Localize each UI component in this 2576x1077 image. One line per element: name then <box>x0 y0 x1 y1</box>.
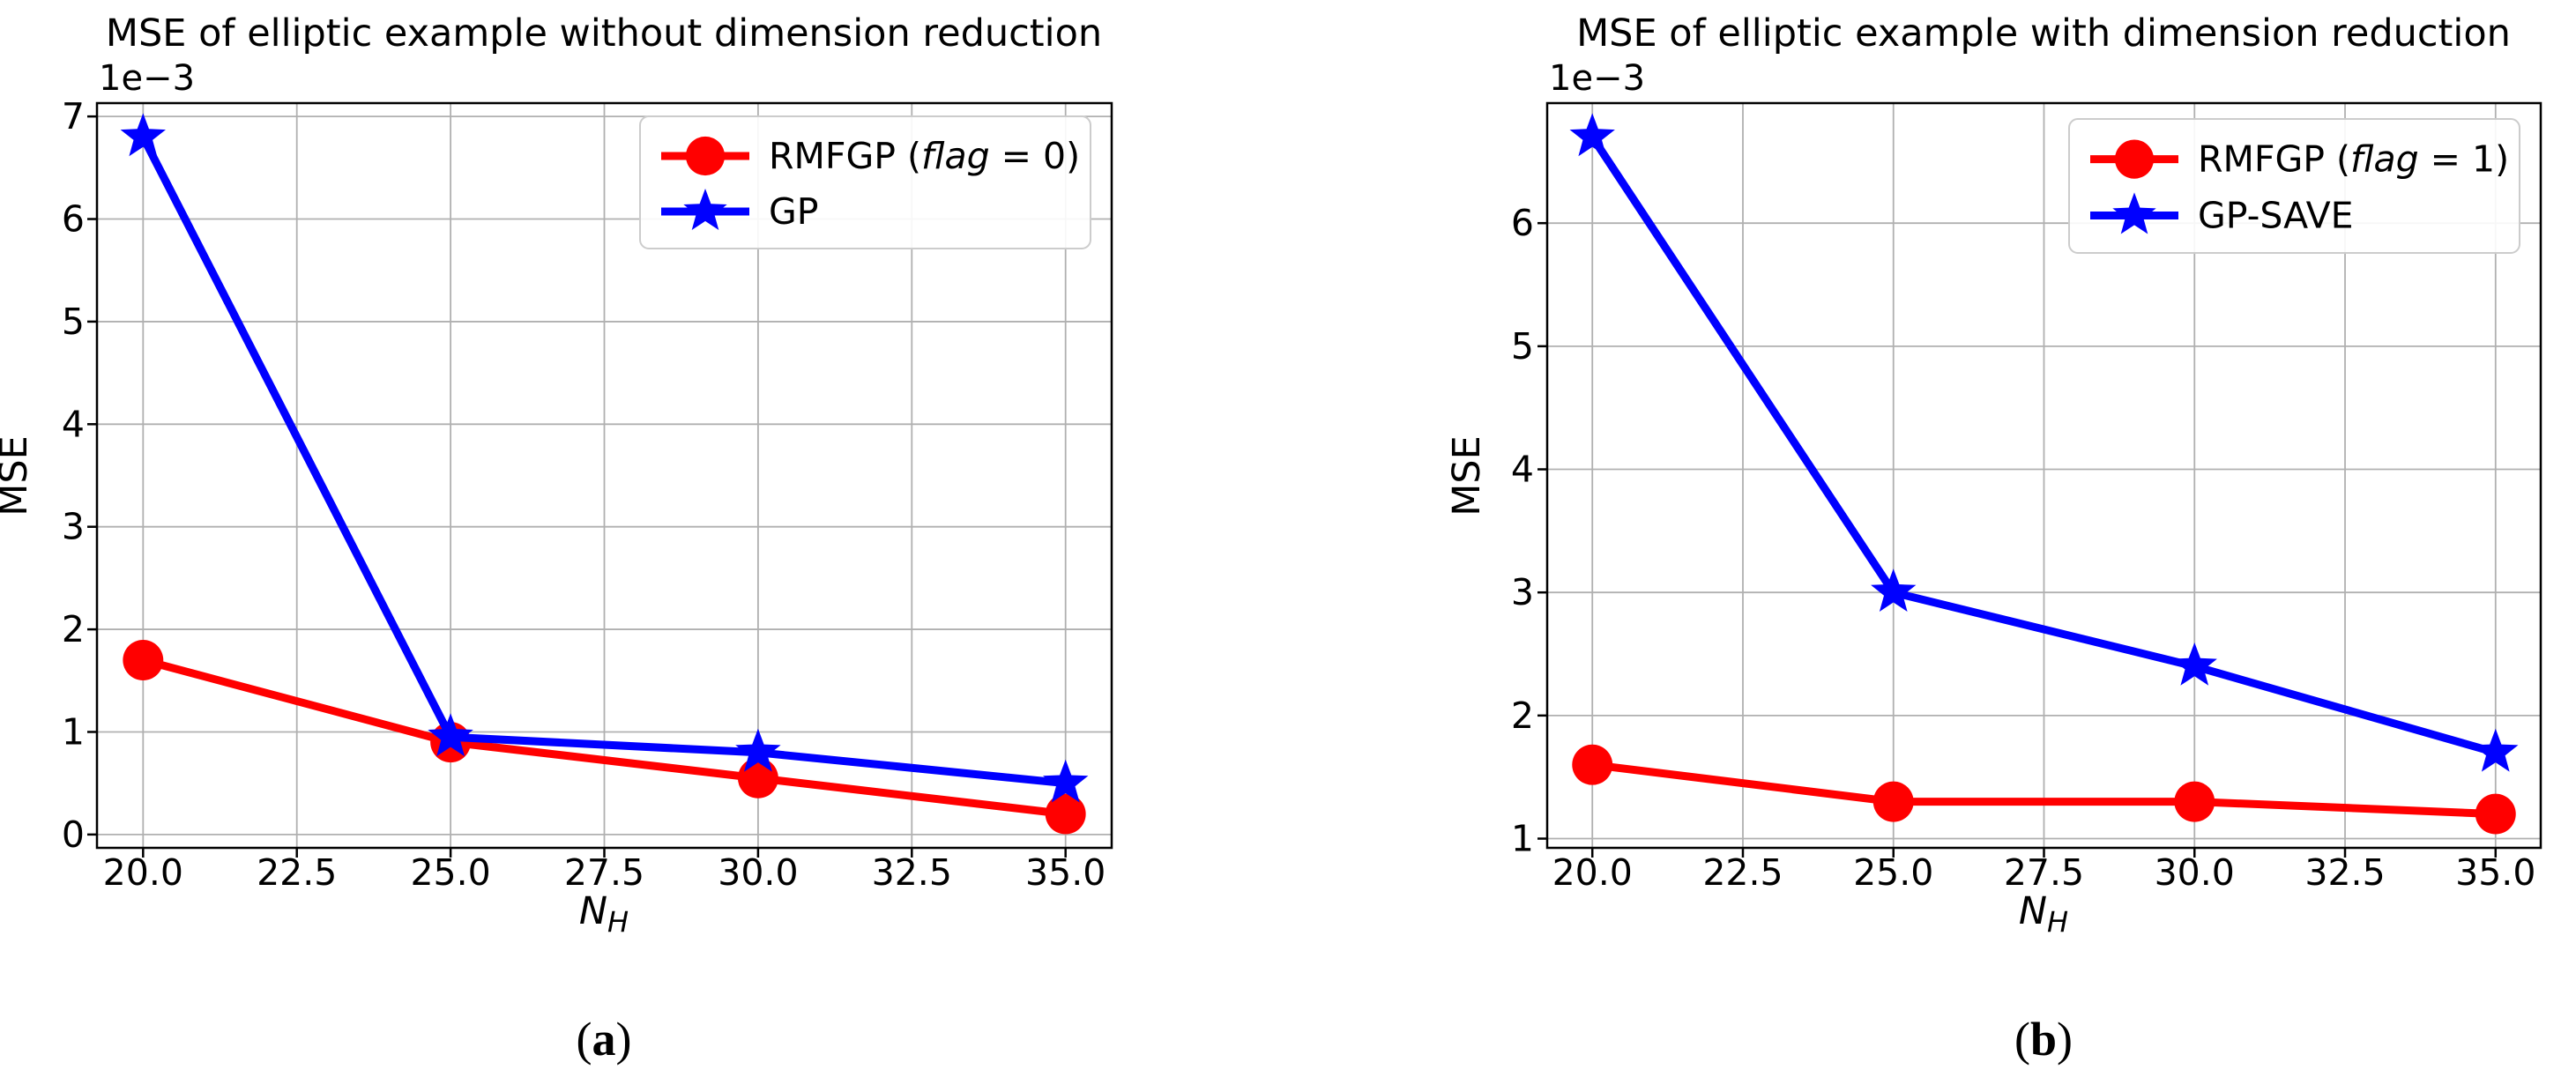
x-tick-label: 20.0 <box>1552 851 1633 894</box>
legend-sample-marker <box>2112 192 2156 234</box>
data-point-marker <box>120 113 166 157</box>
y-tick-label: 3 <box>62 506 85 548</box>
chart-title: MSE of elliptic example with dimension r… <box>1576 11 2511 56</box>
data-point-marker <box>2475 793 2516 835</box>
x-tick-label: 35.0 <box>1025 851 1106 894</box>
data-point-marker <box>428 713 473 757</box>
data-point-marker <box>1572 744 1613 785</box>
data-point-marker <box>1872 781 1914 822</box>
chart-title: MSE of elliptic example without dimensio… <box>106 11 1102 56</box>
series-line-gp <box>138 132 1070 788</box>
caption-paren-open: ( <box>2014 1013 2030 1066</box>
y-tick-label: 2 <box>1511 694 1534 737</box>
data-point-marker <box>123 640 164 680</box>
caption-paren-close: ) <box>615 1013 632 1066</box>
caption-paren-open: ( <box>576 1013 592 1066</box>
caption-paren-close: ) <box>2057 1013 2073 1066</box>
y-tick-label: 5 <box>1511 325 1534 368</box>
legend-sample-marker <box>683 189 727 230</box>
x-tick-label: 30.0 <box>718 851 798 894</box>
data-point-marker <box>1045 793 1086 835</box>
axes-spines <box>95 101 1113 850</box>
x-tick-label: 25.0 <box>410 851 490 894</box>
caption-letter: a <box>592 1013 616 1066</box>
x-axis-label: NH <box>2019 889 2068 939</box>
legend-label: RMFGP (flag = 0) <box>769 135 1080 177</box>
x-tick-label: 35.0 <box>2455 851 2535 894</box>
data-point-marker <box>735 728 781 772</box>
series-line-rmfgp-flag-0- <box>138 656 1070 819</box>
y-tick-label: 7 <box>62 95 85 137</box>
legend-label: RMFGP (flag = 1) <box>2198 138 2509 181</box>
y-axis-label: MSE <box>1445 435 1489 516</box>
subfigure-caption-b: (b) <box>2014 1012 2073 1066</box>
y-tick-label: 4 <box>62 403 85 445</box>
x-tick-label: 27.5 <box>564 851 644 894</box>
legend-label: GP-SAVE <box>2198 194 2354 236</box>
x-axis-label: NH <box>579 889 629 939</box>
y-tick-label: 6 <box>62 198 85 241</box>
x-tick-label: 30.0 <box>2155 851 2235 894</box>
subfigure-caption-a: (a) <box>577 1012 632 1066</box>
data-point-marker <box>737 757 778 798</box>
legend-sample-marker <box>685 136 726 176</box>
legend-sample-marker <box>2114 139 2155 179</box>
x-tick-label: 22.5 <box>1702 851 1783 894</box>
x-tick-label: 32.5 <box>2304 851 2385 894</box>
chart-a: 20.0 22.5 25.0 27.5 30.0 32.5 35.0 0 1 2 3 4 5 6 7 MSE … <box>0 11 1113 939</box>
y-tick-label: 6 <box>1511 202 1534 244</box>
data-point-marker <box>1569 113 1615 157</box>
legend: RMFGP (flag = 1) GP-SAVE <box>2068 118 2520 254</box>
y-tick-label: 5 <box>62 301 85 343</box>
x-tick-label: 32.5 <box>872 851 952 894</box>
legend-box <box>639 115 1091 249</box>
data-point-marker <box>2174 781 2215 822</box>
data-point-marker <box>1043 759 1089 803</box>
y-tick-label: 3 <box>1511 571 1534 613</box>
series-line-rmfgp-flag-1- <box>1588 761 2500 819</box>
y-tick-label: 1 <box>62 710 85 753</box>
caption-letter: b <box>2029 1013 2058 1066</box>
legend: RMFGP (flag = 0) GP <box>639 115 1091 249</box>
series-line-gp-save <box>1588 132 2500 757</box>
y-tick-label: 0 <box>62 813 85 856</box>
y-tick-label: 2 <box>62 608 85 650</box>
x-tick-label: 27.5 <box>2004 851 2084 894</box>
chart-b: 20.0 22.5 25.0 27.5 30.0 32.5 35.0 1 2 3 4 5 6 MSE of… <box>1445 11 2542 939</box>
y-axis-offset-text: 1e−3 <box>99 58 195 99</box>
y-axis-label: MSE <box>0 435 36 516</box>
data-point-marker <box>2473 728 2519 772</box>
axes-spines <box>1545 101 2542 850</box>
data-point-marker <box>2171 642 2217 686</box>
y-axis-offset-text: 1e−3 <box>1549 58 1645 99</box>
data-point-marker <box>1871 568 1917 612</box>
legend-box <box>2068 118 2520 254</box>
x-tick-label: 25.0 <box>1853 851 1933 894</box>
y-tick-label: 4 <box>1511 449 1534 491</box>
x-tick-label: 20.0 <box>103 851 183 894</box>
legend-label: GP <box>769 190 819 233</box>
y-tick-label: 1 <box>1511 818 1534 860</box>
x-tick-label: 22.5 <box>257 851 337 894</box>
